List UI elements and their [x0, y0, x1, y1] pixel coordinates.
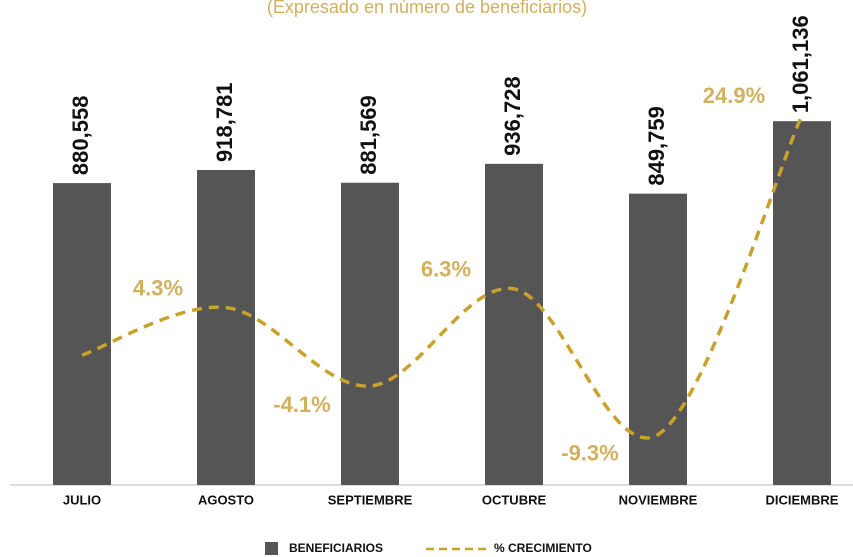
growth-label: 24.9%: [703, 83, 765, 108]
legend-label: BENEFICIARIOS: [289, 541, 383, 555]
x-tick-label: JULIO: [63, 492, 101, 507]
x-tick-label: DICIEMBRE: [766, 492, 839, 507]
growth-label: -4.1%: [273, 392, 330, 417]
bar: [485, 163, 543, 485]
growth-label: 6.3%: [421, 257, 471, 282]
legend-label: % CRECIMIENTO: [494, 541, 592, 555]
chart-subtitle: (Expresado en número de beneficiarios): [267, 0, 587, 17]
bar: [629, 193, 687, 485]
growth-line: [81, 114, 804, 440]
bar-value-label: 918,781: [212, 82, 237, 162]
bar-value-label: 1,061,136: [788, 15, 813, 113]
growth-label: 4.3%: [133, 275, 183, 300]
bar: [53, 183, 111, 485]
x-tick-label: NOVIEMBRE: [619, 492, 698, 507]
bar-value-label: 880,558: [68, 96, 93, 176]
growth-label: -9.3%: [561, 440, 618, 465]
bar: [197, 169, 255, 485]
bar-value-label: 849,759: [644, 106, 669, 186]
bar: [341, 182, 399, 485]
bar-value-label: 881,569: [356, 95, 381, 175]
bar: [773, 121, 831, 485]
x-tick-label: OCTUBRE: [482, 492, 547, 507]
bar-value-label: 936,728: [500, 76, 525, 156]
x-tick-label: SEPTIEMBRE: [328, 492, 413, 507]
legend-swatch: [265, 542, 278, 555]
x-tick-label: AGOSTO: [198, 492, 254, 507]
